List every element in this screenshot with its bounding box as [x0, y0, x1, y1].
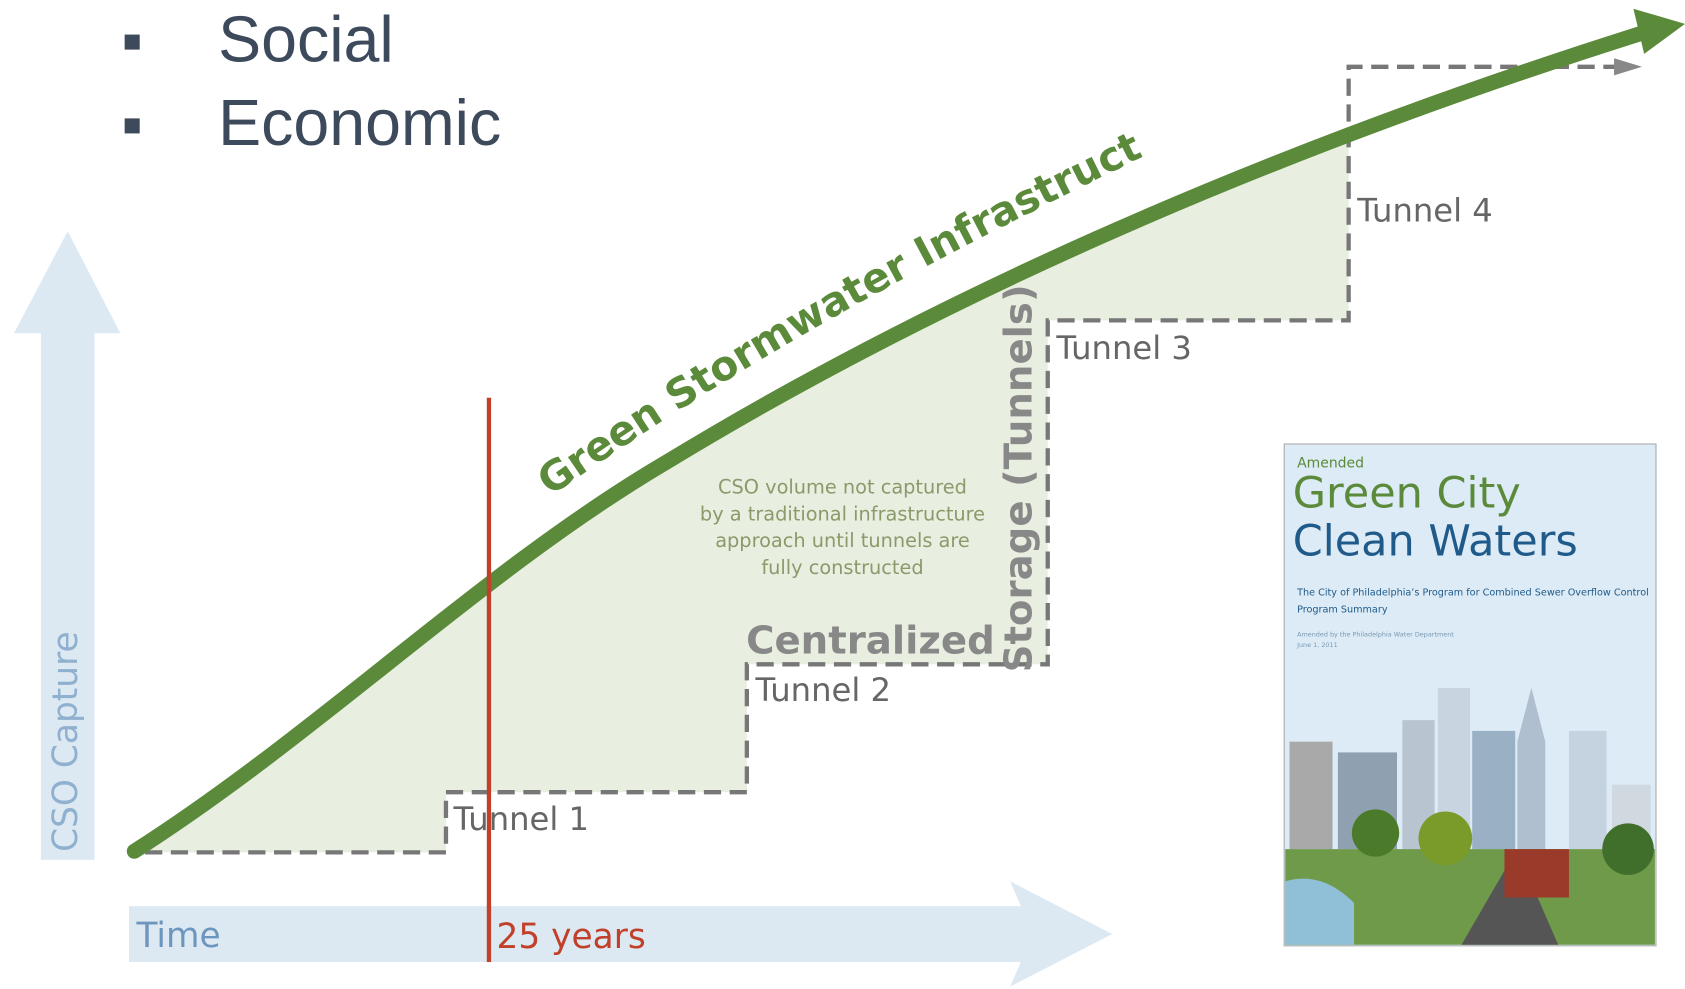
note-line: approach until tunnels are — [715, 529, 970, 552]
report-cover: Amended Green City Clean Waters The City… — [1284, 444, 1656, 946]
step-arrowhead — [1614, 58, 1642, 75]
cover-date: June 1, 2011 — [1296, 641, 1338, 649]
building — [1569, 731, 1607, 849]
tunnel-label: Tunnel 2 — [754, 671, 891, 709]
tunnel-label: Tunnel 3 — [1055, 329, 1192, 367]
building — [1472, 731, 1515, 849]
tunnel-label: Tunnel 4 — [1356, 192, 1493, 230]
tree — [1352, 809, 1399, 856]
y-axis-label: CSO Capture — [46, 631, 86, 851]
bullet-text: Social — [218, 3, 394, 75]
cover-subtitle: The City of Philadelphia’s Program for C… — [1296, 588, 1649, 599]
building — [1290, 742, 1333, 849]
cover-byline: Amended by the Philadelphia Water Depart… — [1297, 630, 1454, 638]
cover-title: Green City — [1293, 468, 1521, 518]
bullet-marker — [125, 35, 140, 50]
cover-subtitle: Program Summary — [1297, 605, 1388, 616]
note-line: by a traditional infrastructure — [700, 502, 985, 525]
tunnel-label: Tunnel 1 — [452, 800, 589, 838]
bullet-marker — [125, 118, 140, 133]
bullet-text: Economic — [218, 87, 501, 159]
milestone-label: 25 years — [496, 917, 645, 957]
slide: Social Economic CSO Capture Time Tunnel … — [0, 0, 1685, 989]
house — [1504, 849, 1568, 897]
tree — [1418, 812, 1472, 866]
note-line: CSO volume not captured — [718, 475, 967, 498]
cover-title: Clean Waters — [1293, 517, 1578, 567]
tree — [1602, 823, 1654, 875]
centralized-label: Centralized — [746, 619, 995, 664]
x-axis-label: Time — [135, 916, 220, 956]
curve-arrowhead — [1633, 9, 1685, 54]
note-line: fully constructed — [761, 556, 923, 579]
storage-label: Storage (Tunnels) — [997, 284, 1042, 672]
